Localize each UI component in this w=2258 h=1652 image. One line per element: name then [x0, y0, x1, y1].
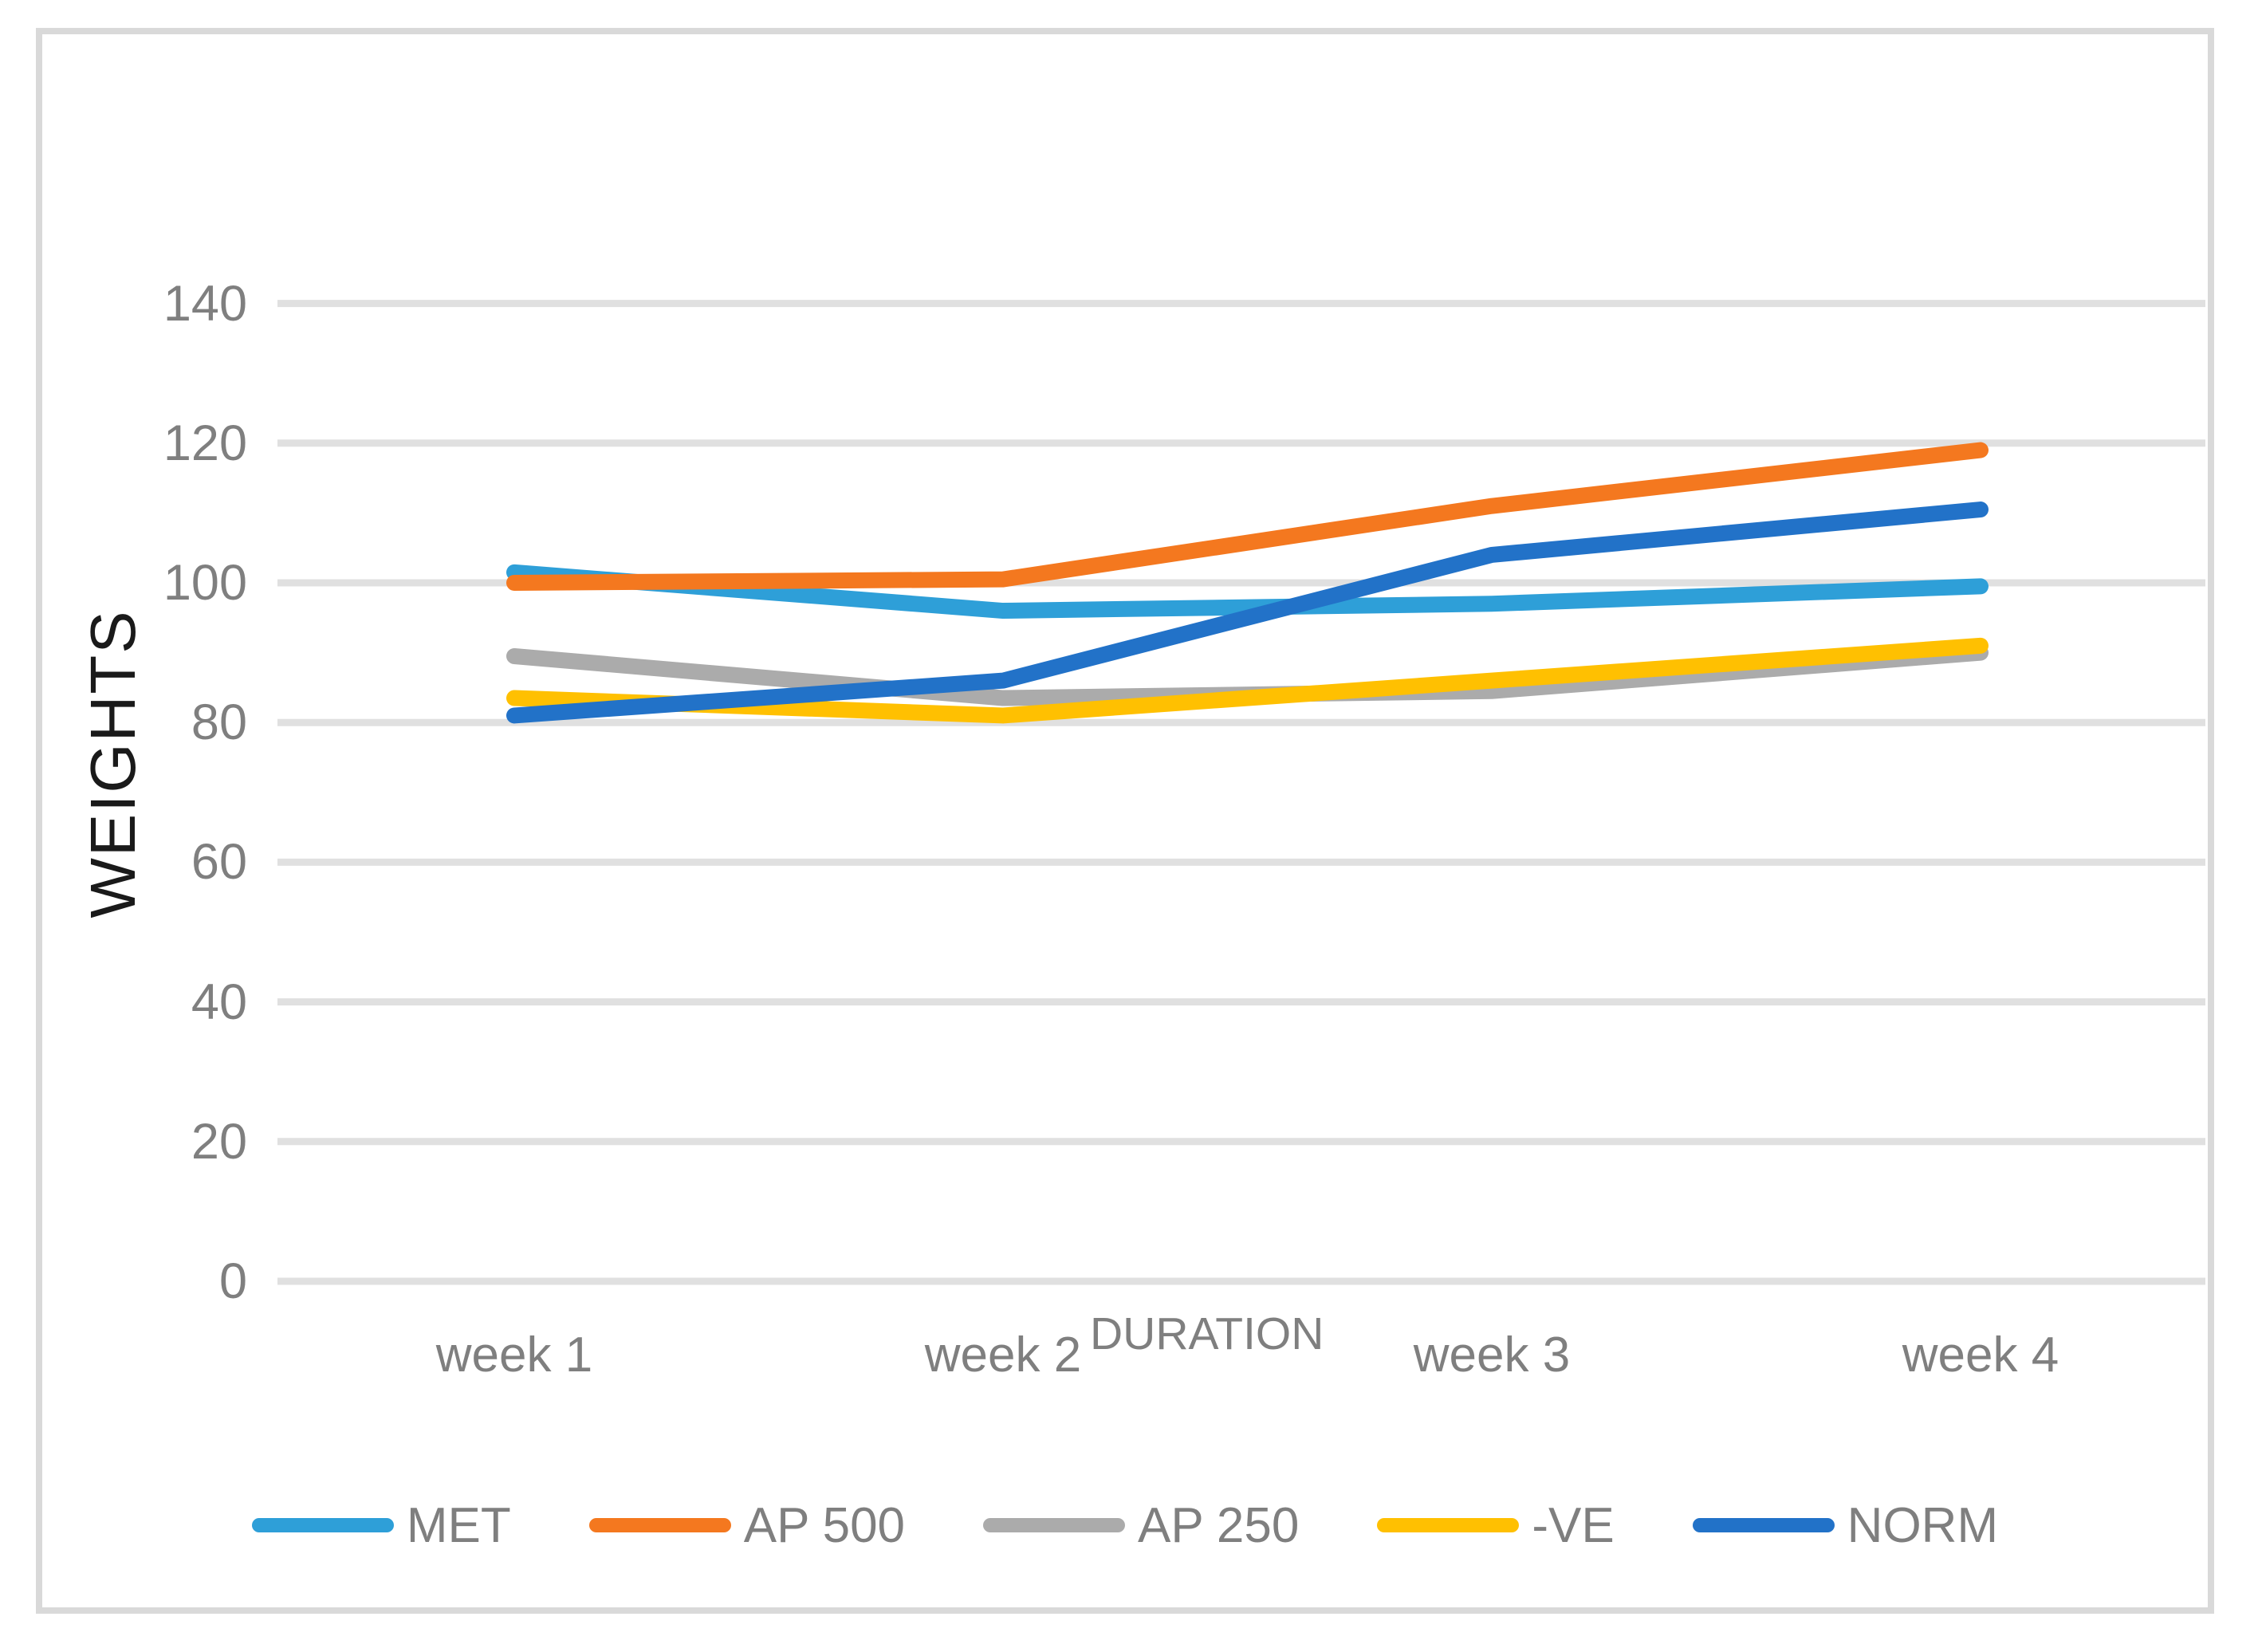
series-line--VE [506, 637, 1989, 724]
legend-swatch-icon [251, 1518, 394, 1532]
legend-label: AP 250 [1138, 1497, 1300, 1553]
legend-swatch-icon [1377, 1518, 1520, 1532]
legend-item-NORM: NORM [1692, 1497, 1999, 1554]
legend-swatch-icon [588, 1518, 731, 1532]
y-tick-label: 20 [191, 1113, 247, 1170]
series-line-AP 500 [506, 442, 1989, 591]
legend-label: -VE [1532, 1497, 1615, 1553]
y-tick-label: 80 [191, 694, 247, 751]
series-line-NORM [506, 502, 1989, 724]
legend-swatch-icon [1692, 1518, 1835, 1532]
series-group [506, 442, 1989, 724]
y-tick-label: 140 [163, 275, 247, 332]
chart-frame-border [36, 28, 2214, 1614]
legend-label: NORM [1847, 1497, 1999, 1553]
legend-item--VE: -VE [1377, 1497, 1615, 1554]
legend-swatch-icon [983, 1518, 1126, 1532]
x-axis-title: DURATION [1090, 1308, 1324, 1359]
y-tick-label: 40 [191, 974, 247, 1030]
y-tick-label: 0 [218, 1253, 247, 1309]
series-line-MET [506, 564, 1989, 620]
legend-item-AP 500: AP 500 [588, 1497, 906, 1554]
x-category-label: week 3 [1413, 1328, 1571, 1383]
legend: MET AP 500 AP 250 -VE NORM [36, 1489, 2214, 1561]
x-category-label: week 1 [435, 1328, 593, 1383]
y-tick-label: 120 [163, 415, 247, 471]
legend-item-AP 250: AP 250 [983, 1497, 1299, 1554]
legend-label: MET [406, 1497, 511, 1553]
y-tick-label: 60 [191, 834, 247, 891]
x-category-label: week 4 [1902, 1328, 2059, 1383]
legend-item-MET: MET [251, 1497, 511, 1554]
x-category-label: week 2 [924, 1328, 1082, 1383]
y-tick-label: 100 [163, 555, 247, 611]
legend-label: AP 500 [743, 1497, 906, 1553]
